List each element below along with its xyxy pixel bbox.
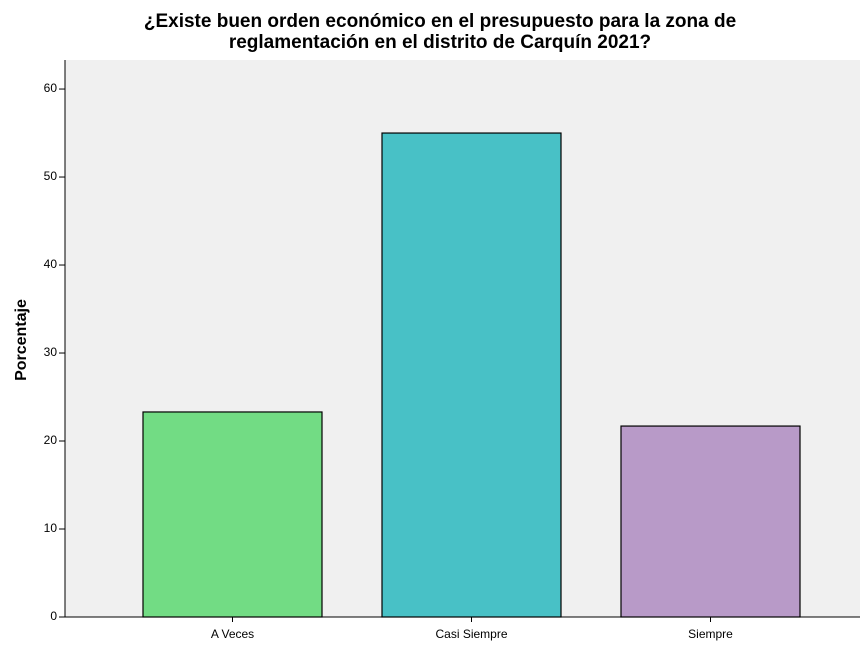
x-tick-label: A Veces [211,627,254,641]
y-tick-label: 40 [44,257,58,271]
chart-title: reglamentación en el distrito de Carquín… [229,32,651,53]
x-tick-label: Casi Siempre [435,627,507,641]
y-tick-label: 0 [50,609,57,623]
y-tick-label: 50 [44,169,58,183]
x-tick-label: Siempre [688,627,733,641]
y-tick-label: 10 [44,521,58,535]
bar [142,411,323,618]
bar [381,132,562,618]
chart-title: ¿Existe buen orden económico en el presu… [144,11,736,32]
y-axis-label: Porcentaje [13,299,30,381]
bar [620,425,801,618]
y-tick-label: 20 [44,433,58,447]
y-tick-label: 30 [44,345,58,359]
y-tick-label: 60 [44,81,58,95]
